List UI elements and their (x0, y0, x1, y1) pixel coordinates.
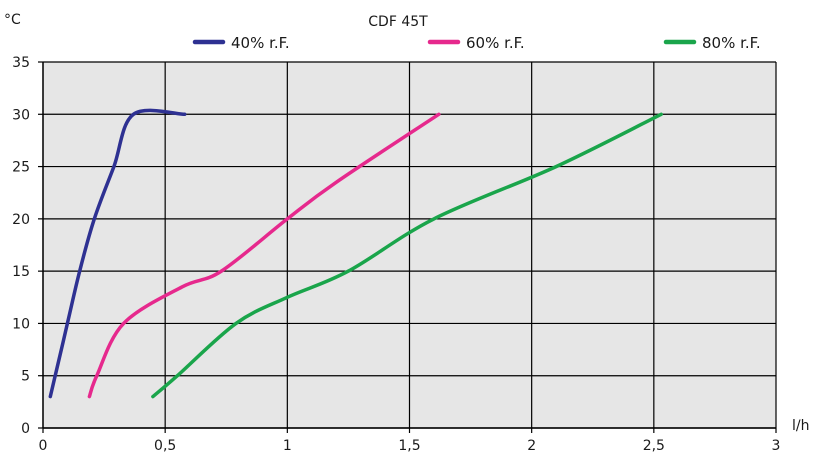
x-tick-label: 1 (283, 438, 292, 454)
axes (38, 61, 777, 433)
series-lines (48, 108, 663, 399)
legend-label: 60% r.F. (466, 34, 525, 52)
legend-label: 80% r.F. (702, 34, 761, 52)
legend-item-60-rf: 60% r.F. (427, 34, 525, 52)
series-line-60-rf (87, 112, 441, 399)
y-tick-label: 10 (12, 316, 30, 332)
tick-labels: 0 5 10 15 20 25 30 35 0 0,5 1 1,5 2 2,5 3 (12, 55, 780, 454)
y-tick-label: 20 (12, 212, 30, 228)
legend-item-40-rf: 40% r.F. (192, 34, 290, 52)
legend-item-80-rf: 80% r.F. (663, 34, 761, 52)
x-tick-label: 0,5 (154, 438, 176, 454)
x-tick-label: 2 (527, 438, 536, 454)
x-tick-label: 1,5 (398, 438, 420, 454)
legend-label: 40% r.F. (231, 34, 290, 52)
y-tick-label: 30 (12, 107, 30, 123)
y-tick-label: 35 (12, 55, 30, 71)
y-tick-label: 5 (21, 369, 30, 385)
y-tick-label: 0 (21, 421, 30, 437)
x-tick-label: 3 (772, 438, 781, 454)
series-line-80-rf (151, 112, 663, 399)
legend: 40% r.F. 60% r.F. 80% r.F. (192, 34, 761, 52)
y-tick-label: 25 (12, 160, 30, 176)
x-tick-label: 2,5 (643, 438, 665, 454)
chart-title: CDF 45T (368, 14, 428, 30)
y-axis-label: °C (4, 12, 21, 28)
x-tick-label: 0 (39, 438, 48, 454)
y-tick-label: 15 (12, 264, 30, 280)
x-axis-label: l/h (792, 418, 809, 434)
series-line-40-rf (48, 108, 187, 399)
